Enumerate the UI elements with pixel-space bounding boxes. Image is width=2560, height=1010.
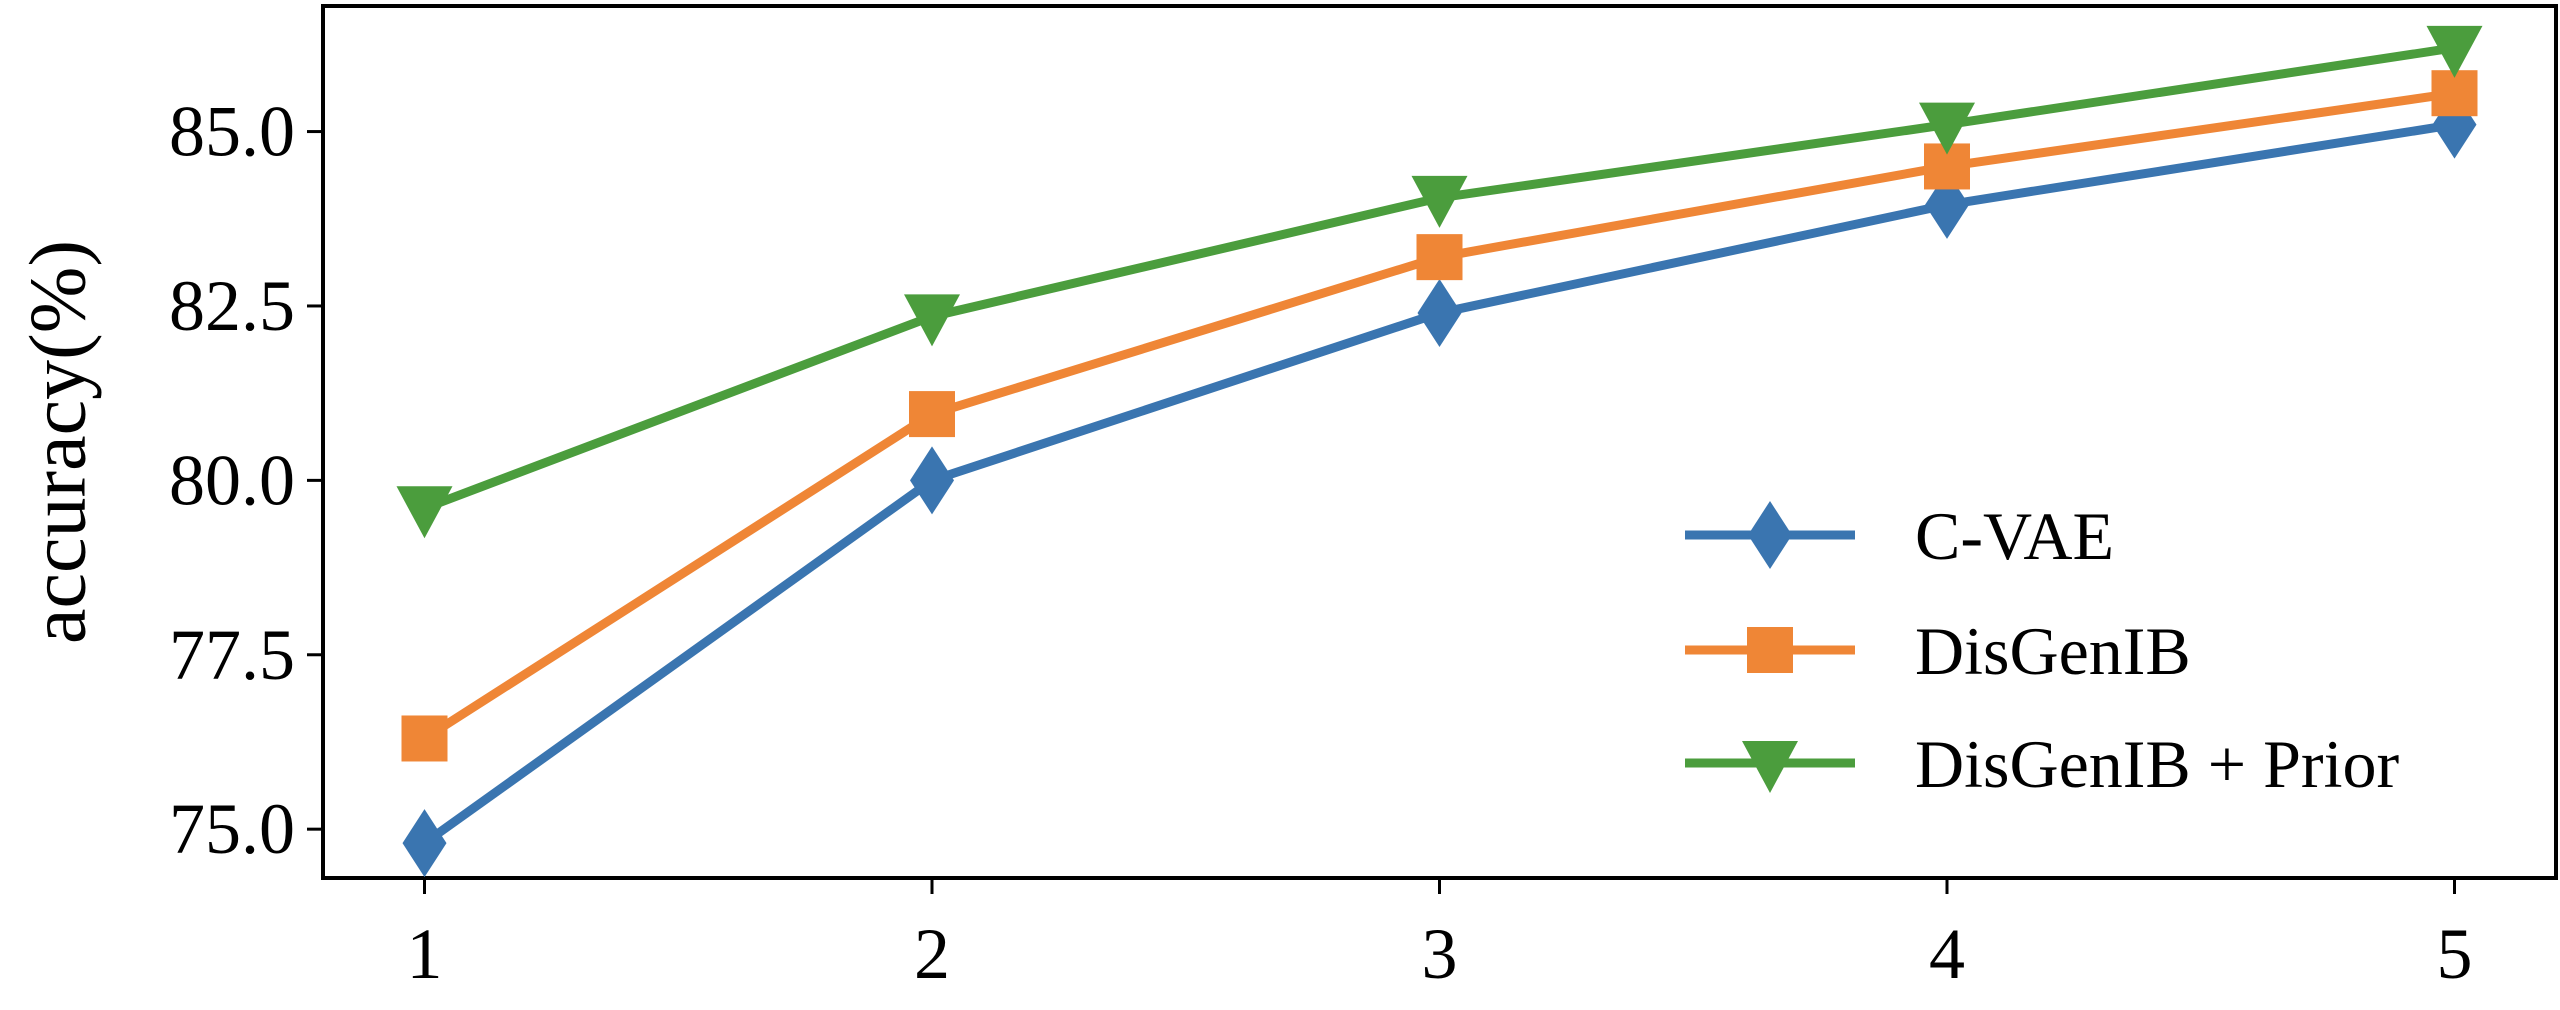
data-point: [1417, 278, 1462, 347]
legend: C-VAE DisGenIB DisGenIB + Prior: [1685, 498, 2399, 802]
legend-label: C-VAE: [1915, 498, 2114, 574]
x-tick-label: 3: [1422, 914, 1458, 994]
x-tick-label: 1: [407, 914, 443, 994]
data-point: [904, 294, 960, 347]
x-tick-label: 5: [2437, 914, 2473, 994]
data-point: [2431, 70, 2478, 117]
x-tick-label: 2: [914, 914, 950, 994]
series-c-vae: [402, 90, 2477, 878]
legend-marker: [1742, 741, 1798, 793]
legend-item: DisGenIB + Prior: [1685, 726, 2399, 802]
data-point: [1416, 234, 1463, 281]
legend-item: C-VAE: [1685, 498, 2114, 574]
x-tick-label: 4: [1929, 914, 1965, 994]
legend-item: DisGenIB: [1685, 613, 2191, 689]
data-point: [910, 446, 954, 515]
data-point: [2426, 25, 2483, 78]
y-tick-label: 80.0: [169, 440, 295, 520]
legend-marker: [1747, 627, 1793, 673]
data-point: [909, 391, 955, 438]
legend-marker: [1748, 501, 1792, 569]
data-point: [401, 715, 448, 762]
series-disgenib: [401, 70, 2478, 762]
data-point: [1919, 102, 1975, 155]
y-tick-label: 75.0: [169, 789, 295, 869]
legend-label: DisGenIB: [1915, 613, 2191, 689]
data-point: [402, 809, 447, 878]
y-tick-label: 77.5: [169, 615, 295, 695]
y-axis-label: accuracy(%): [14, 240, 102, 644]
data-point: [396, 486, 453, 539]
y-tick-label: 82.5: [169, 266, 295, 346]
data-point: [1411, 175, 1468, 228]
y-tick-label: 85.0: [169, 92, 295, 172]
series-disgenib-prior: [396, 25, 2483, 539]
legend-label: DisGenIB + Prior: [1915, 726, 2399, 802]
